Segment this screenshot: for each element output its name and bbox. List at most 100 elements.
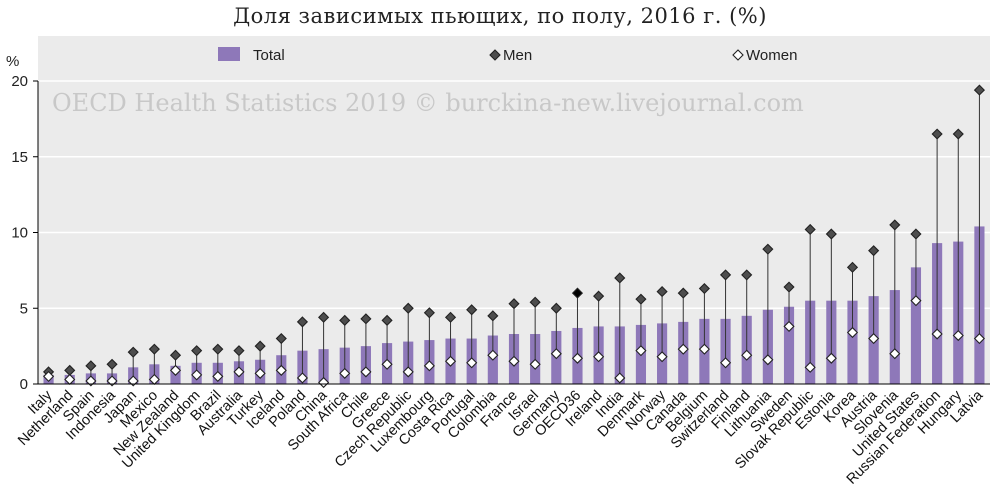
women-marker-austria	[868, 332, 880, 345]
women-marker-chile	[360, 366, 372, 378]
women-marker-germany	[550, 348, 562, 360]
men-marker-japan	[127, 346, 139, 358]
women-marker-korea	[846, 326, 859, 339]
women-marker-colombia	[487, 349, 499, 361]
men-marker-slovenia	[889, 219, 901, 231]
women-marker-japan	[127, 375, 139, 387]
women-marker-brazil	[212, 370, 224, 383]
women-marker-spain	[85, 375, 97, 387]
men-marker-spain	[85, 360, 97, 372]
range-lines-group	[48, 90, 980, 383]
men-marker-sweden	[783, 281, 795, 293]
men-marker-austria	[868, 245, 880, 257]
bar-korea	[847, 300, 858, 384]
men-marker-china	[318, 311, 330, 323]
legend-total-label: Total	[253, 47, 285, 64]
y-axis: 0 5 10 15 20	[11, 73, 990, 393]
women-marker-greece	[381, 358, 393, 370]
women-marker-portugal	[466, 357, 478, 369]
men-marker-oecd36	[571, 287, 584, 299]
men-marker-france	[508, 298, 520, 310]
women-marker-france	[508, 355, 520, 367]
women-marker-iceland	[275, 364, 287, 376]
men-marker-switzerland	[719, 269, 732, 281]
x-axis-labels: ItalyNetherlandSpainIndonesiaJapanMexico…	[15, 387, 987, 488]
women-marker-australia	[233, 366, 245, 378]
women-marker-canada	[677, 343, 689, 355]
women-marker-israel	[529, 358, 541, 370]
men-marker-czech-republic	[402, 302, 414, 314]
women-marker-luxembourg	[423, 360, 435, 372]
legend-total-swatch	[218, 47, 240, 61]
women-marker-poland	[296, 372, 309, 384]
men-marker-estonia	[825, 228, 837, 240]
men-marker-united-kingdom	[191, 345, 203, 357]
women-marker-oecd36	[571, 352, 584, 364]
men-marker-korea	[846, 261, 859, 273]
legend-women-label: Women	[746, 47, 797, 64]
men-marker-chile	[360, 313, 372, 325]
men-marker-belgium	[698, 282, 710, 295]
y-tick-label-20: 20	[11, 73, 28, 90]
men-marker-russian-federation	[931, 128, 943, 140]
women-marker-belgium	[698, 343, 710, 355]
men-marker-slovak-republic	[804, 223, 816, 236]
men-marker-united-states	[910, 228, 922, 240]
women-marker-united-states	[910, 295, 922, 307]
women-marker-costa-rica	[444, 355, 457, 367]
women-marker-sweden	[783, 320, 795, 333]
women-marker-czech-republic	[402, 366, 414, 378]
y-tick-label-0: 0	[20, 376, 28, 393]
legend: Total Men Women	[218, 47, 797, 64]
women-marker-latvia	[973, 332, 986, 345]
women-marker-norway	[656, 351, 668, 363]
men-marker-indonesia	[106, 358, 118, 370]
women-marker-slovak-republic	[804, 361, 816, 373]
women-marker-lithuania	[762, 354, 774, 366]
y-tick-label-15: 15	[11, 149, 28, 166]
women-marker-indonesia	[106, 375, 118, 387]
men-marker-india	[614, 272, 626, 284]
women-marker-ireland	[593, 351, 605, 363]
legend-men-label: Men	[503, 47, 532, 64]
y-tick-label-10: 10	[11, 225, 28, 242]
men-marker-ireland	[593, 290, 605, 302]
women-marker-china	[318, 376, 330, 389]
women-marker-india	[614, 372, 626, 384]
men-marker-portugal	[466, 304, 478, 316]
women-marker-new-zealand	[169, 364, 182, 376]
men-marker-turkey	[254, 340, 266, 352]
women-marker-united-kingdom	[191, 369, 203, 381]
women-marker-denmark	[635, 345, 647, 357]
men-marker-australia	[233, 345, 245, 357]
men-marker-latvia	[973, 84, 986, 96]
y-tick-label-5: 5	[20, 300, 28, 317]
men-marker-luxembourg	[423, 307, 435, 319]
women-marker-finland	[741, 349, 753, 361]
women-marker-turkey	[254, 367, 266, 379]
men-marker-lithuania	[762, 243, 774, 255]
women-marker-hungary	[952, 329, 964, 342]
legend-men-marker	[489, 49, 501, 61]
markers-group	[42, 84, 986, 389]
men-marker-mexico	[148, 343, 160, 355]
women-marker-switzerland	[719, 357, 732, 369]
men-marker-norway	[656, 286, 668, 298]
men-marker-finland	[741, 269, 753, 281]
watermark-text: OECD Health Statistics 2019 © burckina-n…	[52, 89, 804, 117]
bar-united-states	[910, 267, 922, 384]
bar-sweden	[783, 306, 795, 384]
men-marker-israel	[529, 296, 541, 308]
women-marker-russian-federation	[931, 328, 943, 340]
men-marker-poland	[296, 316, 309, 328]
women-marker-italy	[42, 370, 55, 383]
women-marker-estonia	[825, 352, 837, 364]
women-marker-slovenia	[889, 348, 901, 360]
men-marker-iceland	[275, 332, 287, 345]
men-marker-south-africa	[339, 314, 351, 326]
legend-women-marker	[732, 49, 744, 61]
men-marker-greece	[381, 314, 393, 326]
women-marker-south-africa	[339, 367, 351, 379]
chart-title: Доля зависимых пьющих, по полу, 2016 г. …	[233, 4, 767, 28]
